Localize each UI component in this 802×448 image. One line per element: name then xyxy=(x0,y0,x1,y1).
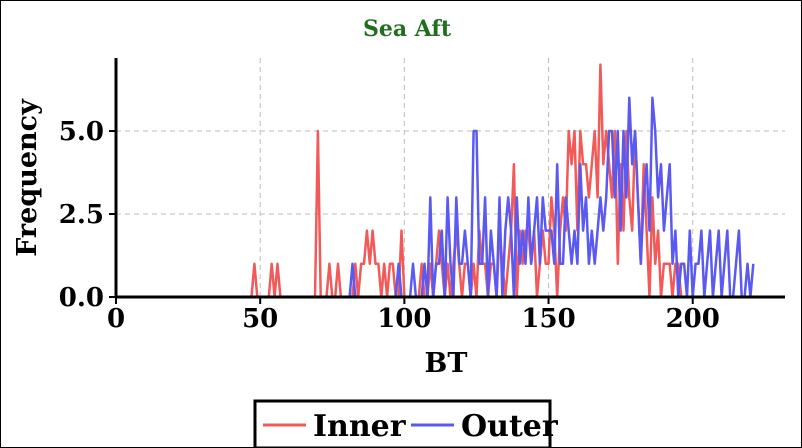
x-tick-label: 150 xyxy=(521,304,575,334)
y-tick-label: 2.5 xyxy=(59,200,104,230)
x-tick-label: 100 xyxy=(377,304,431,334)
chart-title: Sea Aft xyxy=(363,16,452,42)
tick-labels: 0 50 100 150 200 0.0 2.5 5.0 xyxy=(59,117,720,334)
series-line-inner xyxy=(116,63,683,299)
y-axis-label: Frequency xyxy=(12,98,43,257)
axes xyxy=(109,58,785,304)
x-tick-label: 50 xyxy=(242,304,278,334)
y-tick-label: 5.0 xyxy=(59,117,104,147)
legend-label-outer: Outer xyxy=(461,409,559,444)
y-tick-label: 0.0 xyxy=(59,283,104,313)
x-tick-label: 200 xyxy=(666,304,720,334)
series-layer xyxy=(116,63,755,299)
x-tick-label: 0 xyxy=(107,304,125,334)
legend: Inner Outer xyxy=(253,399,559,448)
x-axis-label: BT xyxy=(425,348,468,379)
grid xyxy=(116,58,785,297)
legend-label-inner: Inner xyxy=(313,409,407,444)
series-line-outer xyxy=(116,96,755,299)
